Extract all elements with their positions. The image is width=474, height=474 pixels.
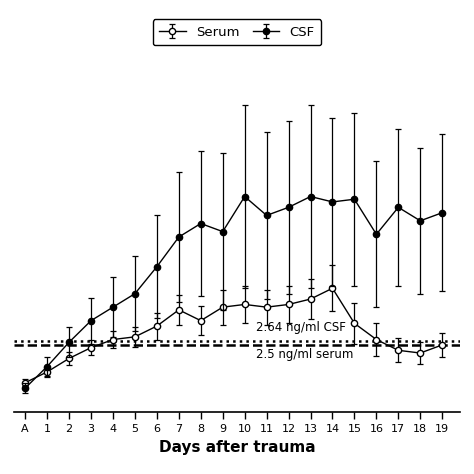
X-axis label: Days after trauma: Days after trauma xyxy=(159,440,315,455)
Text: 2.64 ng/ml CSF: 2.64 ng/ml CSF xyxy=(255,321,346,334)
Text: 2.5 ng/ml serum: 2.5 ng/ml serum xyxy=(255,347,353,361)
Legend: Serum, CSF: Serum, CSF xyxy=(153,19,321,46)
